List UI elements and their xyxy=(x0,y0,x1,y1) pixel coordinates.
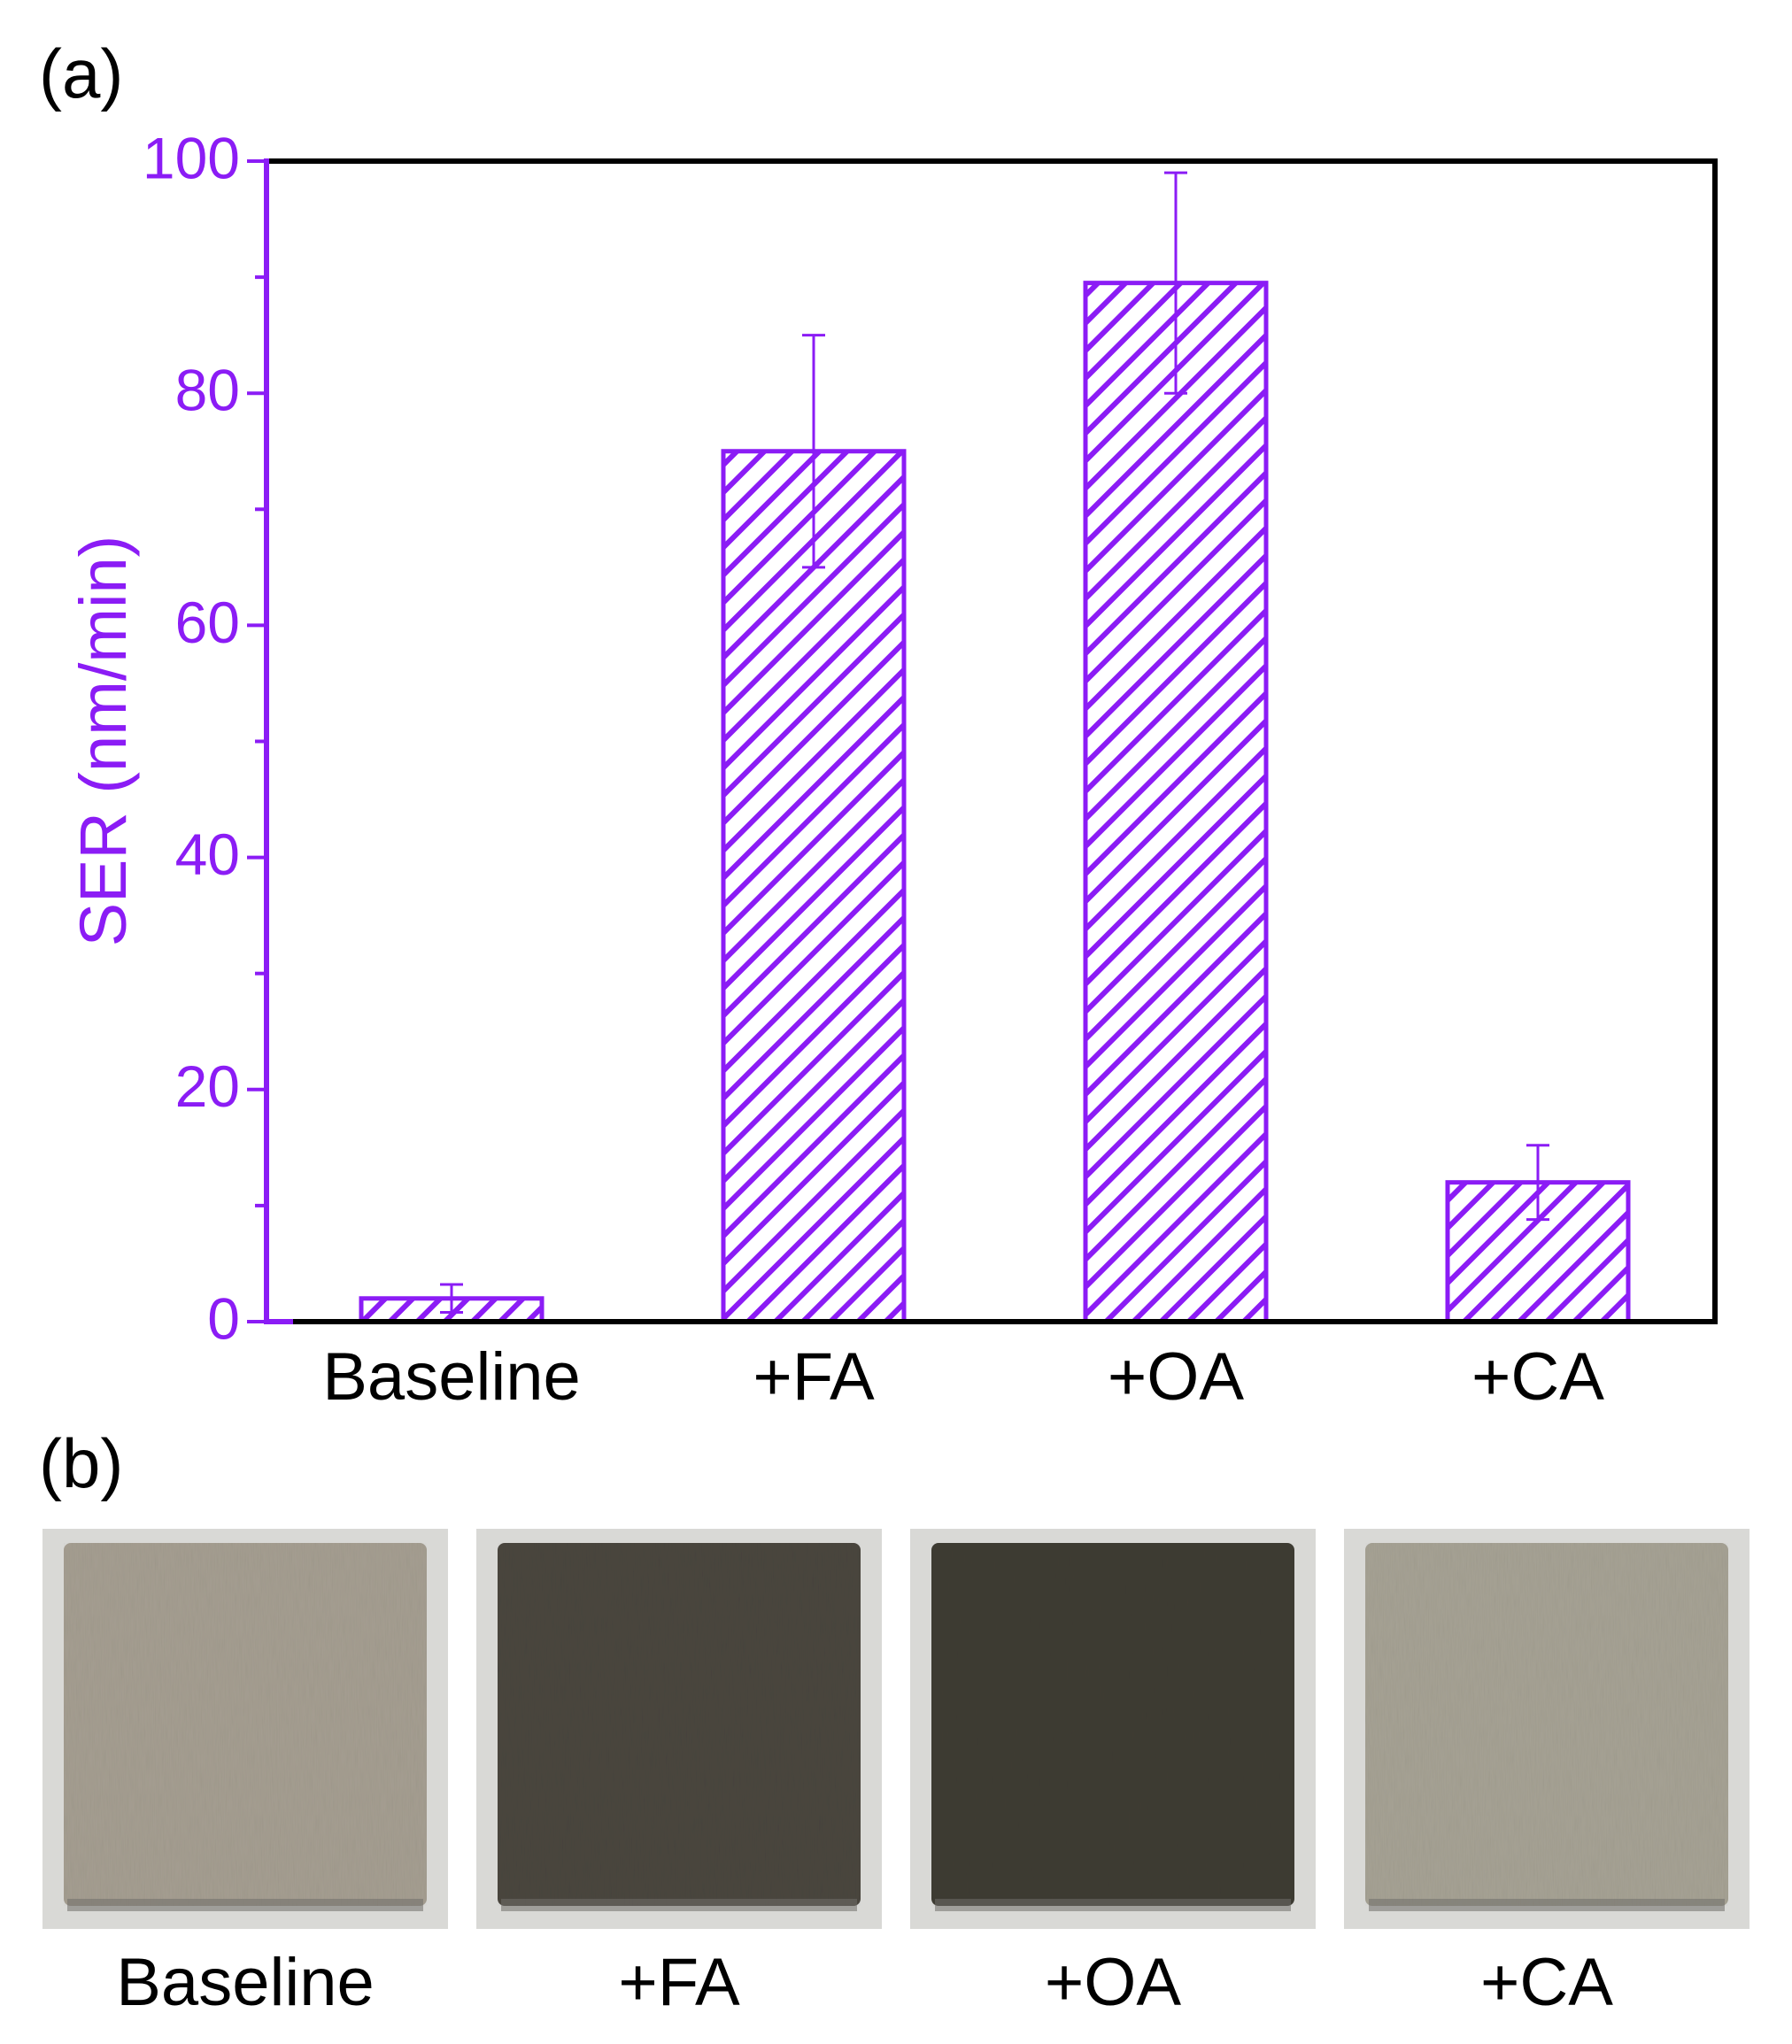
bar-2 xyxy=(721,449,907,1324)
panel-a-label: (a) xyxy=(39,35,123,112)
y-tick-label-1: 20 xyxy=(175,1053,240,1119)
sample-plate xyxy=(931,1543,1294,1906)
sample-plate xyxy=(64,1543,427,1906)
bars-layer xyxy=(359,281,1631,1324)
photo-label-4: +CA xyxy=(1480,1945,1613,2020)
y-tick-label-2: 40 xyxy=(175,821,240,887)
x-tick-label-3: +OA xyxy=(1108,1339,1244,1415)
sample-plate xyxy=(498,1543,861,1906)
plate-edge xyxy=(67,1899,423,1911)
y-tick-label-5: 100 xyxy=(143,125,240,190)
x-tick-label-4: +CA xyxy=(1471,1339,1604,1415)
sample-photo-1: Baseline xyxy=(42,1529,448,2020)
panel-b-label: (b) xyxy=(39,1424,123,1502)
bar-3 xyxy=(1083,281,1269,1324)
x-tick-label-2: +FA xyxy=(753,1339,875,1415)
y-tick-label-0: 0 xyxy=(207,1285,240,1351)
photo-label-1: Baseline xyxy=(116,1945,375,2020)
bar-chart: 0 20 40 60 80 100 Baseline +FA +OA +CA SER (nm/m… xyxy=(66,125,1718,1415)
y-axis: 0 20 40 60 80 100 xyxy=(143,125,293,1351)
photo-label-3: +OA xyxy=(1045,1945,1181,2020)
plate-edge xyxy=(935,1899,1291,1911)
y-tick-label-4: 80 xyxy=(175,358,240,423)
sample-photo-2: +FA xyxy=(476,1529,882,2020)
photo-label-2: +FA xyxy=(618,1945,740,2020)
x-axis: Baseline +FA +OA +CA xyxy=(322,1339,1604,1415)
error-bars-layer xyxy=(440,171,1549,1315)
y-axis-title: SER (nm/min) xyxy=(66,536,140,947)
x-tick-label-1: Baseline xyxy=(322,1339,581,1415)
y-tick-label-3: 60 xyxy=(175,590,240,655)
plot-frame xyxy=(264,158,1718,1324)
sample-photo-4: +CA xyxy=(1344,1529,1750,2020)
sample-photo-3: +OA xyxy=(910,1529,1316,2020)
plate-edge xyxy=(501,1899,857,1911)
plate-edge xyxy=(1369,1899,1725,1911)
sample-plate xyxy=(1365,1543,1728,1906)
sample-photos: Baseline +FA +OA +CA xyxy=(42,1529,1750,2020)
